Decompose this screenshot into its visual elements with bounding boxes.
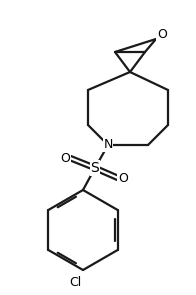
Text: O: O [118,171,128,184]
Text: O: O [157,29,167,42]
Text: S: S [91,161,99,175]
Text: O: O [60,152,70,165]
Text: Cl: Cl [69,276,81,289]
Text: N: N [103,138,113,152]
